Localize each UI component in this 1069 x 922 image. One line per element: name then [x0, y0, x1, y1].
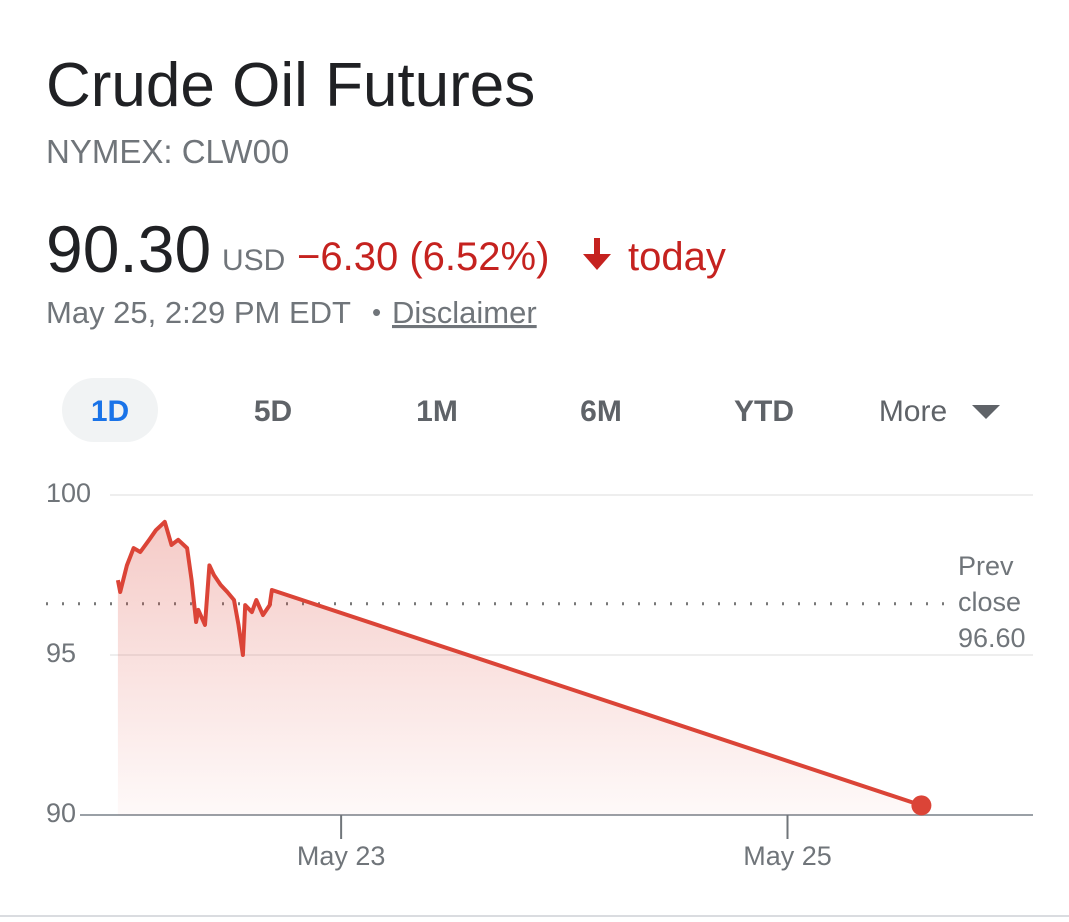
separator: • [372, 297, 381, 327]
tab-label: More [879, 395, 947, 428]
range-tab[interactable]: More [879, 395, 1000, 428]
y-tick-label: 90 [46, 798, 76, 828]
tab-label: YTD [734, 395, 794, 428]
tab-label: 5D [254, 395, 292, 428]
price: 90.30 [46, 212, 211, 286]
range-tab[interactable]: 1D [62, 378, 158, 442]
tab-label: 1D [91, 395, 129, 428]
range-tab[interactable]: YTD [734, 395, 794, 428]
currency: USD [222, 244, 285, 277]
y-tick-label: 100 [46, 478, 91, 508]
tab-label: 6M [580, 395, 622, 428]
down-arrow [583, 238, 611, 270]
change: −6.30 (6.52%) [297, 235, 549, 279]
prev-close-value: 96.60 [958, 623, 1026, 653]
price-line [115, 519, 923, 808]
subtitle: NYMEX: CLW00 [46, 133, 289, 170]
price-area [117, 521, 922, 815]
timestamp: May 25, 2:29 PM EDT [46, 295, 351, 330]
disclaimer-link[interactable]: Disclaimer [392, 295, 537, 330]
y-tick-label: 95 [46, 638, 76, 668]
range-tabs: 1D 5D 1M 6M YTD More [62, 378, 1000, 442]
chart: 90 95 100 May 23 May 25 Prev close 96.60 [46, 478, 1033, 871]
period: today [628, 235, 726, 279]
range-tab[interactable]: 1M [416, 395, 458, 428]
last-point [911, 795, 932, 816]
x-tick-label: May 25 [743, 841, 832, 871]
prev-close-label: close [958, 587, 1021, 617]
tab-highlight [62, 378, 158, 442]
prev-close-label: Prev [958, 551, 1014, 581]
range-tab[interactable]: 6M [580, 395, 622, 428]
range-tab[interactable]: 5D [254, 395, 292, 428]
tab-label: 1M [416, 395, 458, 428]
title: Crude Oil Futures [46, 51, 535, 120]
x-tick-label: May 23 [297, 841, 386, 871]
dropdown-caret [972, 405, 1000, 419]
